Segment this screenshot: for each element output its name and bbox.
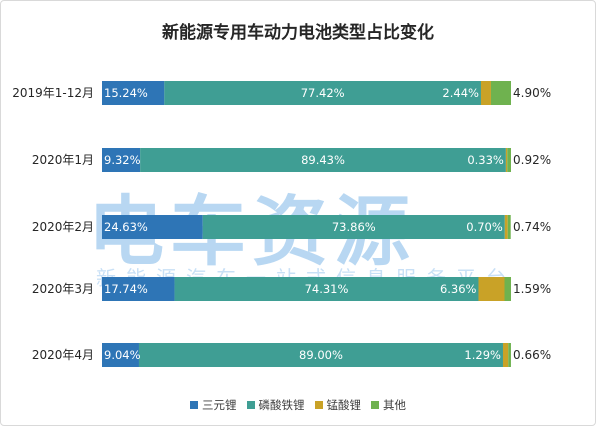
data-label: 0.66%	[513, 348, 551, 362]
data-label: 6.36%	[440, 282, 477, 296]
bar-segment	[502, 343, 509, 367]
data-label: 73.86%	[332, 220, 376, 234]
bar-segment	[102, 148, 141, 172]
legend-item: 磷酸铁锂	[246, 397, 305, 413]
bar-segment	[102, 343, 139, 367]
legend-swatch	[190, 401, 198, 409]
category-label: 2020年4月	[32, 348, 94, 362]
bar-segment	[138, 343, 503, 367]
bar-segment	[102, 277, 175, 301]
bar-segment	[102, 81, 165, 105]
legend-item: 其他	[371, 397, 406, 413]
legend-swatch	[314, 401, 323, 409]
legend-item: 锰酸锂	[314, 397, 362, 413]
data-label: 0.70%	[466, 220, 503, 234]
data-label: 24.63%	[104, 220, 148, 234]
bar-segment	[140, 148, 506, 172]
bar-segment	[202, 215, 505, 239]
data-label: 1.59%	[513, 282, 551, 296]
bar-segment	[102, 215, 203, 239]
data-label: 74.31%	[305, 282, 349, 296]
bar-segment	[174, 277, 479, 301]
category-label: 2020年1月	[32, 153, 94, 167]
data-label: 0.74%	[513, 220, 551, 234]
category-label: 2019年1-12月	[12, 86, 94, 100]
category-label: 2020年3月	[32, 282, 94, 296]
legend-swatch	[246, 401, 255, 409]
data-label: 2.44%	[442, 86, 479, 100]
bar-segment	[490, 81, 511, 105]
bar-segment	[504, 277, 511, 301]
bar-segment	[508, 343, 511, 367]
bar-segment	[164, 81, 481, 105]
data-label: 1.29%	[464, 348, 501, 362]
bar-segment	[507, 215, 511, 239]
legend: 三元锂 磷酸铁锂 锰酸锂 其他	[0, 397, 596, 413]
data-label: 17.74%	[104, 282, 148, 296]
bar-segment	[507, 148, 511, 172]
legend-item: 三元锂	[190, 397, 237, 413]
category-label: 2020年2月	[32, 220, 94, 234]
legend-label: 磷酸铁锂	[258, 398, 305, 412]
data-label: 4.90%	[513, 86, 551, 100]
data-label: 77.42%	[301, 86, 345, 100]
bar-segment	[504, 215, 508, 239]
data-label: 15.24%	[104, 86, 148, 100]
data-label: 0.92%	[513, 153, 551, 167]
legend-label: 其他	[383, 398, 406, 412]
data-label: 89.00%	[299, 348, 343, 362]
bar-segment	[478, 277, 505, 301]
data-label: 9.04%	[104, 348, 141, 362]
chart-title: 新能源专用车动力电池类型占比变化	[162, 23, 434, 43]
data-label: 0.33%	[467, 153, 504, 167]
data-label: 9.32%	[104, 153, 141, 167]
bar-segment	[505, 148, 508, 172]
legend-label: 锰酸锂	[326, 398, 362, 412]
legend-label: 三元锂	[202, 398, 237, 412]
bar-segment	[480, 81, 491, 105]
legend-swatch	[371, 401, 379, 409]
data-label: 89.43%	[301, 153, 345, 167]
